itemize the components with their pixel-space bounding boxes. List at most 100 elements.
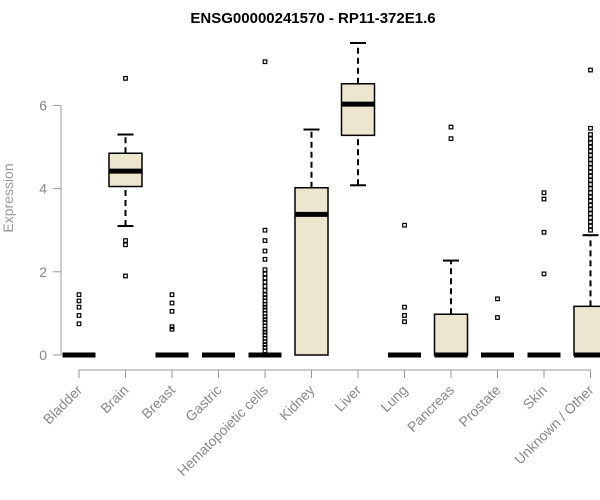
- x-tick-label: Breast: [138, 382, 178, 422]
- outlier-point: [588, 148, 593, 154]
- outlier-point: [588, 194, 593, 200]
- box-bladder: [62, 292, 96, 358]
- box-lung: [388, 222, 421, 358]
- outlier-point: [588, 219, 593, 225]
- outlier-point: [541, 271, 547, 277]
- outlier-point: [169, 300, 175, 306]
- outlier-point: [541, 229, 547, 235]
- outlier-point: [588, 190, 593, 196]
- box-breast: [155, 292, 189, 358]
- outlier-point: [123, 242, 128, 248]
- box-brain: [108, 75, 143, 279]
- outlier-point: [588, 125, 593, 131]
- outlier-point: [262, 332, 268, 338]
- outlier-point: [262, 267, 268, 273]
- outlier-point: [588, 165, 593, 171]
- x-tick-label: Pancreas: [404, 382, 457, 435]
- outlier-point: [541, 190, 547, 196]
- box-body: [340, 83, 376, 137]
- y-axis: 0 2 4 6: [39, 97, 62, 363]
- outlier-point: [402, 222, 407, 228]
- outlier-point: [262, 342, 268, 347]
- outlier-point: [588, 227, 593, 233]
- y-tick-label: 4: [39, 181, 47, 197]
- box-body: [433, 313, 469, 356]
- outlier-point: [588, 177, 593, 183]
- outlier-point: [76, 321, 82, 327]
- outlier-point: [402, 313, 407, 318]
- outlier-point: [541, 196, 547, 202]
- outlier-point: [588, 223, 593, 229]
- chart-title: ENSG00000241570 - RP11-372E1.6: [190, 10, 435, 27]
- outlier-point: [262, 292, 268, 298]
- box-liver: [340, 42, 376, 187]
- outlier-point: [262, 59, 268, 65]
- outlier-point: [262, 271, 268, 277]
- outlier-point: [262, 275, 268, 281]
- outlier-point: [262, 288, 268, 293]
- x-tick-label: Unknown / Other: [511, 382, 597, 468]
- outlier-point: [588, 207, 593, 212]
- outlier-point: [262, 329, 268, 335]
- outlier-point: [262, 227, 268, 233]
- y-tick-label: 2: [39, 264, 47, 280]
- outlier-point: [76, 304, 82, 310]
- outlier-point: [588, 186, 593, 192]
- x-tick-label: Kidney: [276, 382, 318, 424]
- box-prostate: [481, 296, 514, 358]
- x-tick-label: Hematopoietic cells: [174, 382, 271, 479]
- outlier-point: [169, 292, 175, 298]
- outlier-point: [588, 198, 593, 204]
- outlier-point: [123, 238, 128, 244]
- box-kidney: [294, 128, 329, 356]
- x-tick-label: Brain: [97, 382, 131, 416]
- outlier-point: [588, 157, 593, 162]
- x-tick-label: Bladder: [40, 382, 86, 428]
- outlier-point: [402, 319, 407, 325]
- outlier-point: [262, 283, 268, 289]
- outlier-point: [262, 238, 268, 244]
- outlier-point: [262, 295, 268, 300]
- outlier-point: [588, 144, 593, 150]
- outlier-point: [448, 136, 454, 142]
- outlier-point: [262, 256, 268, 262]
- outlier-point: [448, 124, 454, 130]
- outlier-point: [169, 308, 175, 314]
- outlier-point: [588, 67, 593, 73]
- x-tick-label: Skin: [520, 382, 551, 413]
- outlier-point: [588, 211, 593, 216]
- outlier-point: [262, 317, 268, 323]
- outlier-point: [169, 324, 175, 330]
- outlier-point: [262, 304, 268, 310]
- outlier-point: [588, 173, 593, 179]
- x-tick-label: Lung: [377, 382, 410, 415]
- outlier-point: [262, 320, 268, 325]
- x-tick-label: Gastric: [182, 382, 225, 425]
- box-skin: [527, 190, 561, 358]
- outlier-point: [588, 161, 593, 167]
- outlier-point: [262, 279, 268, 285]
- box-pancreas: [433, 124, 469, 358]
- outlier-point: [495, 315, 500, 320]
- boxes-layer: [62, 42, 600, 358]
- outlier-point: [588, 136, 593, 142]
- y-axis-label: Expression: [0, 163, 16, 232]
- outlier-point: [262, 248, 268, 254]
- outlier-point: [495, 296, 500, 302]
- outlier-point: [123, 273, 128, 279]
- outlier-point: [123, 75, 128, 81]
- outlier-point: [76, 298, 82, 304]
- outlier-point: [262, 345, 268, 350]
- outlier-point: [169, 326, 175, 332]
- box-hematopoietic-cells: [248, 59, 282, 358]
- box-body: [573, 305, 600, 356]
- x-tick-label: Prostate: [455, 382, 503, 430]
- outlier-point: [588, 215, 593, 221]
- outlier-point: [588, 140, 593, 146]
- outlier-point: [262, 307, 268, 313]
- outlier-point: [588, 182, 593, 187]
- outlier-point: [76, 313, 82, 318]
- outlier-point: [402, 304, 407, 310]
